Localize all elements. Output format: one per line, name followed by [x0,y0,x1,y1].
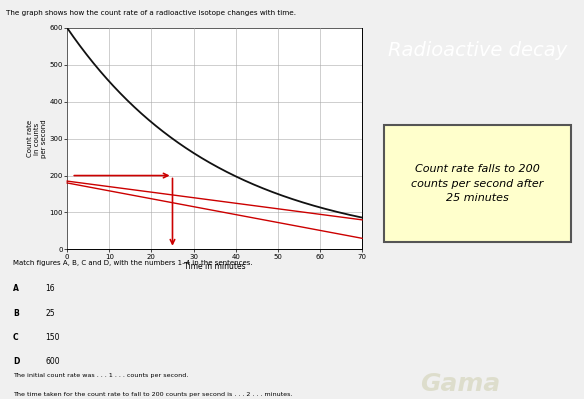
Text: B: B [13,308,19,318]
Text: 150: 150 [46,333,60,342]
Text: Count rate falls to 200
counts per second after
25 minutes: Count rate falls to 200 counts per secon… [411,164,544,203]
Text: 16: 16 [46,284,55,293]
Text: Match figures A, B, C and D, with the numbers 1–4 in the sentences.: Match figures A, B, C and D, with the nu… [13,260,253,266]
Text: The time taken for the count rate to fall to 200 counts per second is . . . 2 . : The time taken for the count rate to fal… [13,392,293,397]
Text: Radioactive decay: Radioactive decay [388,41,567,60]
X-axis label: Time in minutes: Time in minutes [184,262,245,271]
Text: A: A [13,284,19,293]
Text: C: C [13,333,19,342]
Text: 25: 25 [46,308,55,318]
Y-axis label: Count rate
in counts
per second: Count rate in counts per second [27,119,47,158]
Text: 600: 600 [46,358,60,366]
Text: The graph shows how the count rate of a radioactive isotope changes with time.: The graph shows how the count rate of a … [6,10,296,16]
Text: The initial count rate was . . . 1 . . . counts per second.: The initial count rate was . . . 1 . . .… [13,373,189,378]
Text: D: D [13,358,19,366]
Text: Gama: Gama [420,372,500,396]
